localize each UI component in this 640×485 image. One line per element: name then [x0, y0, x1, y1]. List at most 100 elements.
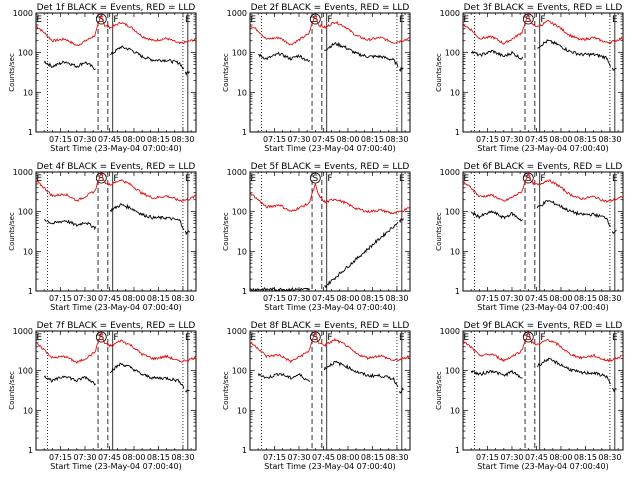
plot-frame — [462, 330, 624, 451]
x-tick-label: 08:15 — [574, 294, 597, 303]
x-tick-label: 08:30 — [385, 135, 408, 144]
y-tick-label: 10 — [450, 88, 460, 97]
y-tick-label: 1 — [455, 128, 460, 137]
x-axis-label: Start Time (23-May-04 07:00:40) — [264, 462, 395, 471]
x-tick-label: 08:30 — [598, 453, 621, 462]
plot-frame — [249, 171, 411, 292]
marker-letter-s: S — [312, 174, 318, 184]
x-tick-label: 08:15 — [147, 453, 170, 462]
x-tick-label: 07:45 — [98, 453, 121, 462]
x-tick-label: 08:30 — [598, 135, 621, 144]
marker-letter-f: F — [327, 333, 332, 343]
x-tick-label: 08:30 — [385, 453, 408, 462]
y-tick-label: 10 — [23, 88, 33, 97]
y-tick-label: 100 — [445, 49, 460, 58]
y-tick-label: 1 — [242, 287, 247, 296]
marker-letter-s: S — [98, 15, 104, 25]
marker-letter-e: E — [612, 333, 618, 343]
marker-letter-e: E — [250, 15, 256, 25]
y-tick-label: 1000 — [13, 327, 33, 336]
panel-title: Det 7f BLACK = Events, RED = LLD — [37, 321, 196, 331]
x-tick-label: 08:15 — [361, 294, 384, 303]
x-tick-label: 08:15 — [574, 453, 597, 462]
x-tick-label: 07:45 — [525, 453, 548, 462]
y-tick-label: 1000 — [227, 168, 247, 177]
plot-frame — [249, 12, 411, 133]
marker-letter-s: S — [525, 15, 531, 25]
series-events-black — [249, 218, 404, 292]
y-axis-label: Counts/sec — [435, 53, 443, 92]
series-events-black — [258, 41, 404, 73]
marker-letter-e: E — [612, 174, 618, 184]
y-tick-label: 1 — [242, 128, 247, 137]
y-tick-label: 1000 — [13, 9, 33, 18]
marker-circle — [309, 13, 321, 25]
marker-letter-e: E — [399, 15, 405, 25]
plot-frame — [249, 330, 411, 451]
series-events-black — [470, 39, 617, 71]
x-axis-label: Start Time (23-May-04 07:00:40) — [477, 144, 608, 153]
plot-frame — [35, 330, 197, 451]
series-lld-red — [35, 12, 197, 47]
panel-title: Det 9f BLACK = Events, RED = LLD — [464, 321, 623, 331]
x-tick-label: 07:15 — [476, 294, 499, 303]
y-tick-label: 10 — [237, 88, 247, 97]
series-lld-red — [35, 173, 197, 203]
y-tick-label: 1000 — [227, 327, 247, 336]
marker-letter-f: F — [540, 174, 545, 184]
panel-title: Det 3f BLACK = Events, RED = LLD — [464, 3, 623, 13]
marker-letter-f: F — [540, 333, 545, 343]
series-events-black — [470, 357, 617, 393]
panel-title: Det 6f BLACK = Events, RED = LLD — [464, 162, 623, 172]
marker-letter-s: S — [98, 174, 104, 184]
x-tick-label: 07:30 — [287, 294, 310, 303]
x-tick-label: 07:15 — [49, 453, 72, 462]
y-tick-label: 1 — [455, 446, 460, 455]
y-tick-label: 1000 — [440, 168, 460, 177]
marker-letter-f: F — [113, 174, 118, 184]
marker-letter-e: E — [36, 15, 42, 25]
x-tick-label: 08:00 — [336, 135, 359, 144]
marker-circle — [95, 172, 107, 184]
x-tick-label: 07:15 — [49, 294, 72, 303]
y-axis-label: Counts/sec — [435, 371, 443, 410]
y-tick-label: 10 — [237, 406, 247, 415]
x-tick-label: 07:30 — [73, 294, 96, 303]
y-axis-label: Counts/sec — [8, 371, 16, 410]
x-tick-label: 07:45 — [98, 135, 121, 144]
marker-letter-f: F — [113, 333, 118, 343]
plot-frame — [462, 12, 624, 133]
y-axis-label: Counts/sec — [222, 212, 230, 251]
y-axis-label: Counts/sec — [8, 53, 16, 92]
marker-letter-e: E — [463, 15, 469, 25]
x-tick-label: 08:30 — [385, 294, 408, 303]
x-tick-label: 07:30 — [287, 453, 310, 462]
panel-title: Det 4f BLACK = Events, RED = LLD — [37, 162, 196, 172]
panel-title: Det 5f BLACK = Events, RED = LLD — [251, 162, 410, 172]
x-axis-label: Start Time (23-May-04 07:00:40) — [50, 303, 181, 312]
x-tick-label: 07:30 — [73, 453, 96, 462]
x-axis-label: Start Time (23-May-04 07:00:40) — [264, 303, 395, 312]
y-tick-label: 100 — [18, 49, 33, 58]
plot-frame — [35, 12, 197, 133]
y-tick-label: 1 — [28, 287, 33, 296]
y-axis-label: Counts/sec — [222, 371, 230, 410]
y-tick-label: 1 — [242, 446, 247, 455]
marker-letter-s: S — [98, 333, 104, 343]
marker-letter-s: S — [312, 15, 318, 25]
marker-letter-f: F — [327, 174, 332, 184]
y-tick-label: 100 — [18, 367, 33, 376]
panel-det-1: Det 1f BLACK = Events, RED = LLD 1 10 100 10… — [8, 3, 197, 153]
y-tick-label: 1 — [28, 128, 33, 137]
marker-letter-e: E — [399, 333, 405, 343]
series-events-black — [43, 362, 190, 393]
series-lld-red — [35, 331, 197, 364]
x-tick-label: 08:00 — [336, 453, 359, 462]
x-axis-label: Start Time (23-May-04 07:00:40) — [477, 303, 608, 312]
panel-det-7: Det 7f BLACK = Events, RED = LLD 1 10 100 10… — [8, 321, 197, 471]
marker-letter-f: F — [113, 15, 118, 25]
y-tick-label: 100 — [232, 49, 247, 58]
x-tick-label: 08:30 — [171, 135, 194, 144]
x-tick-label: 08:00 — [122, 294, 145, 303]
